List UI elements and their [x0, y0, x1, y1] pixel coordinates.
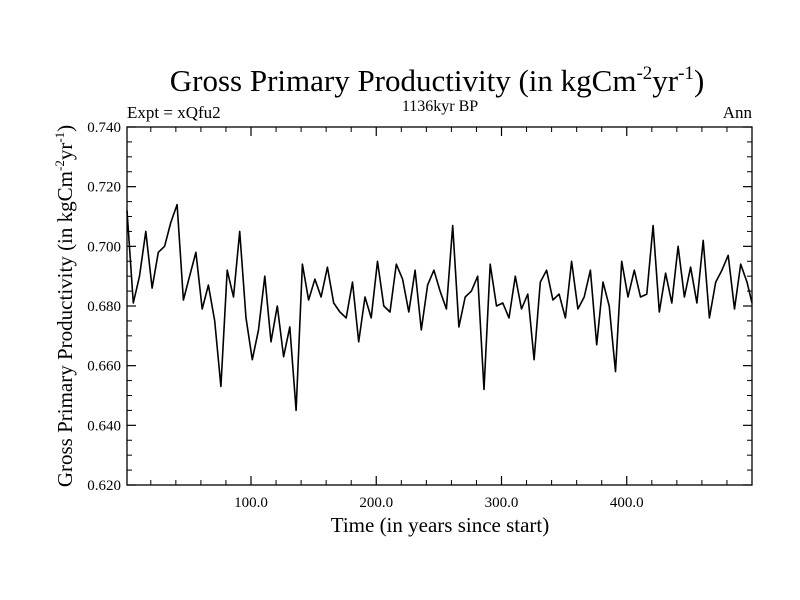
- series-line-gpp: [126, 203, 753, 412]
- y-tick-label: 0.740: [87, 120, 121, 136]
- y-tick-label: 0.680: [87, 299, 121, 315]
- x-tick-label: 200.0: [359, 495, 393, 511]
- x-tick-label: 400.0: [610, 495, 644, 511]
- y-axis-title: Gross Primary Productivity (in kgCm-2yr-…: [52, 125, 77, 487]
- y-tick-label: 0.720: [87, 180, 121, 196]
- y-tick-label: 0.620: [87, 478, 121, 494]
- chart-title: Gross Primary Productivity (in kgCm-2yr-…: [170, 63, 705, 98]
- x-axis-ticks: 100.0 200.0 300.0 400.0: [150, 127, 728, 511]
- x-tick-label: 100.0: [234, 495, 268, 511]
- y-tick-label: 0.640: [87, 418, 121, 434]
- period-label: 1136kyr BP: [402, 98, 478, 115]
- experiment-label: Expt = xQfu2: [127, 103, 221, 122]
- y-tick-label: 0.700: [87, 239, 121, 255]
- x-axis-title: Time (in years since start): [331, 513, 550, 537]
- y-axis-ticks: 0.620 0.640 0.660 0.680 0.700 0.720 0.740: [87, 120, 752, 494]
- x-tick-label: 300.0: [485, 495, 519, 511]
- season-label: Ann: [723, 103, 753, 122]
- y-tick-label: 0.660: [87, 359, 121, 375]
